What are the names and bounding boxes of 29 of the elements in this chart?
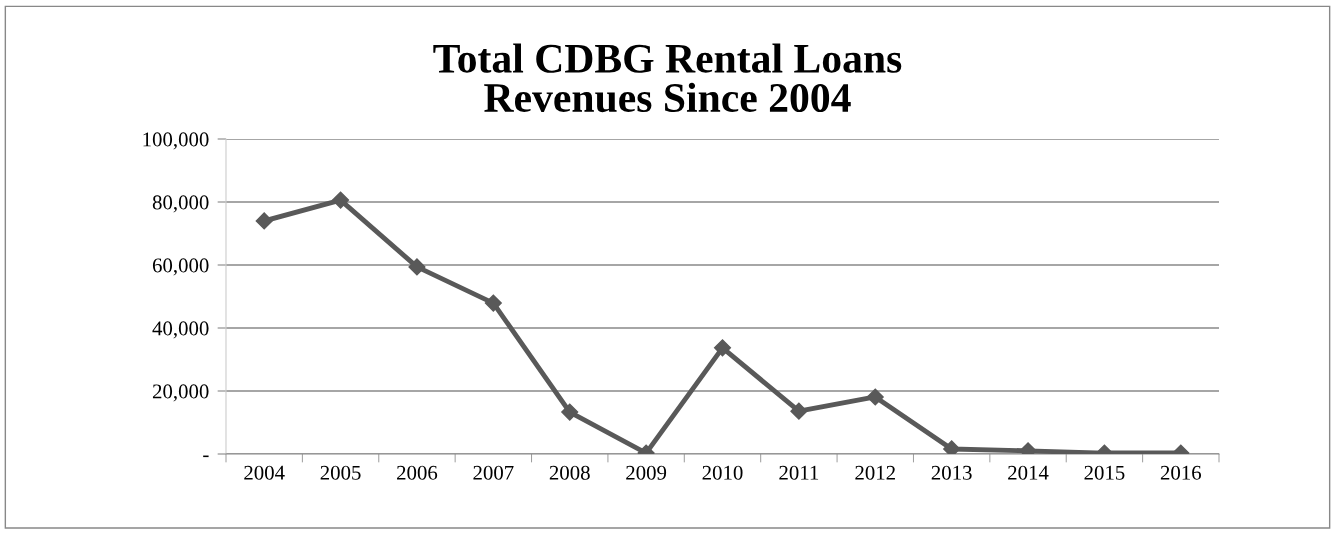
point xyxy=(332,191,350,209)
point xyxy=(866,388,884,406)
y-tick-label: 20,000 xyxy=(152,384,209,402)
y-tick-label: 60,000 xyxy=(152,258,209,276)
x-tick-label: 2004 xyxy=(244,465,285,480)
point xyxy=(943,440,961,454)
point xyxy=(408,258,426,276)
x-tick-label: 2015 xyxy=(1084,465,1125,480)
point xyxy=(713,339,732,357)
y-tick-label: - xyxy=(203,455,209,458)
x-tick-label: 2009 xyxy=(626,465,667,480)
point xyxy=(790,402,808,420)
x-tick-label: 2011 xyxy=(779,465,819,480)
y-tick-label: 40,000 xyxy=(152,321,209,339)
x-tick-label: 2012 xyxy=(855,465,895,480)
x-tick-label: 2005 xyxy=(320,465,361,480)
y-tick-label: 80,000 xyxy=(152,195,209,213)
x-tick-label: 2010 xyxy=(702,465,743,480)
x-tick-label: 2008 xyxy=(549,465,590,480)
point xyxy=(561,403,579,421)
x-tick-label: 2016 xyxy=(1160,465,1202,480)
x-tick-label: 2013 xyxy=(931,465,972,480)
x-tick-label: 2014 xyxy=(1008,465,1049,480)
x-tick-label: 2007 xyxy=(473,465,514,480)
point xyxy=(255,212,273,230)
point xyxy=(484,294,502,312)
x-tick-label: 2006 xyxy=(397,465,438,480)
chart-title: Total CDBG Rental Loans Revenues Since 2004 xyxy=(433,43,902,113)
y-tick-label: 100,000 xyxy=(143,132,209,150)
